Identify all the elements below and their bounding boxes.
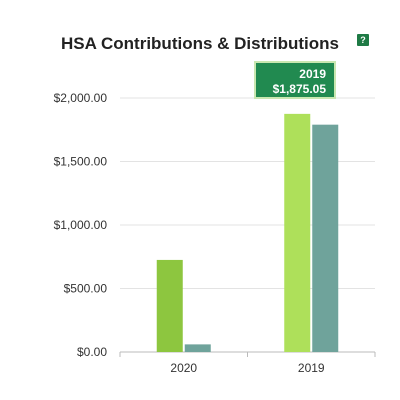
x-tick-label: 2020 (170, 361, 197, 375)
x-tick-label: 2019 (298, 361, 325, 375)
tooltip-amount: $1,875.05 (272, 82, 326, 96)
y-tick-label: $1,500.00 (54, 155, 108, 169)
bar (284, 113, 311, 352)
bar (156, 259, 183, 352)
tooltip-year: 2019 (299, 67, 326, 81)
y-tick-label: $1,000.00 (54, 218, 108, 232)
help-icon[interactable]: ? (357, 34, 369, 46)
y-tick-label: $2,000.00 (54, 91, 108, 105)
chart-title: HSA Contributions & Distributions (61, 34, 339, 53)
bar-tooltip: 2019 $1,875.05 (254, 61, 336, 99)
bar (184, 344, 211, 352)
y-tick-label: $0.00 (77, 345, 107, 359)
bar (312, 124, 339, 352)
y-tick-label: $500.00 (64, 282, 108, 296)
